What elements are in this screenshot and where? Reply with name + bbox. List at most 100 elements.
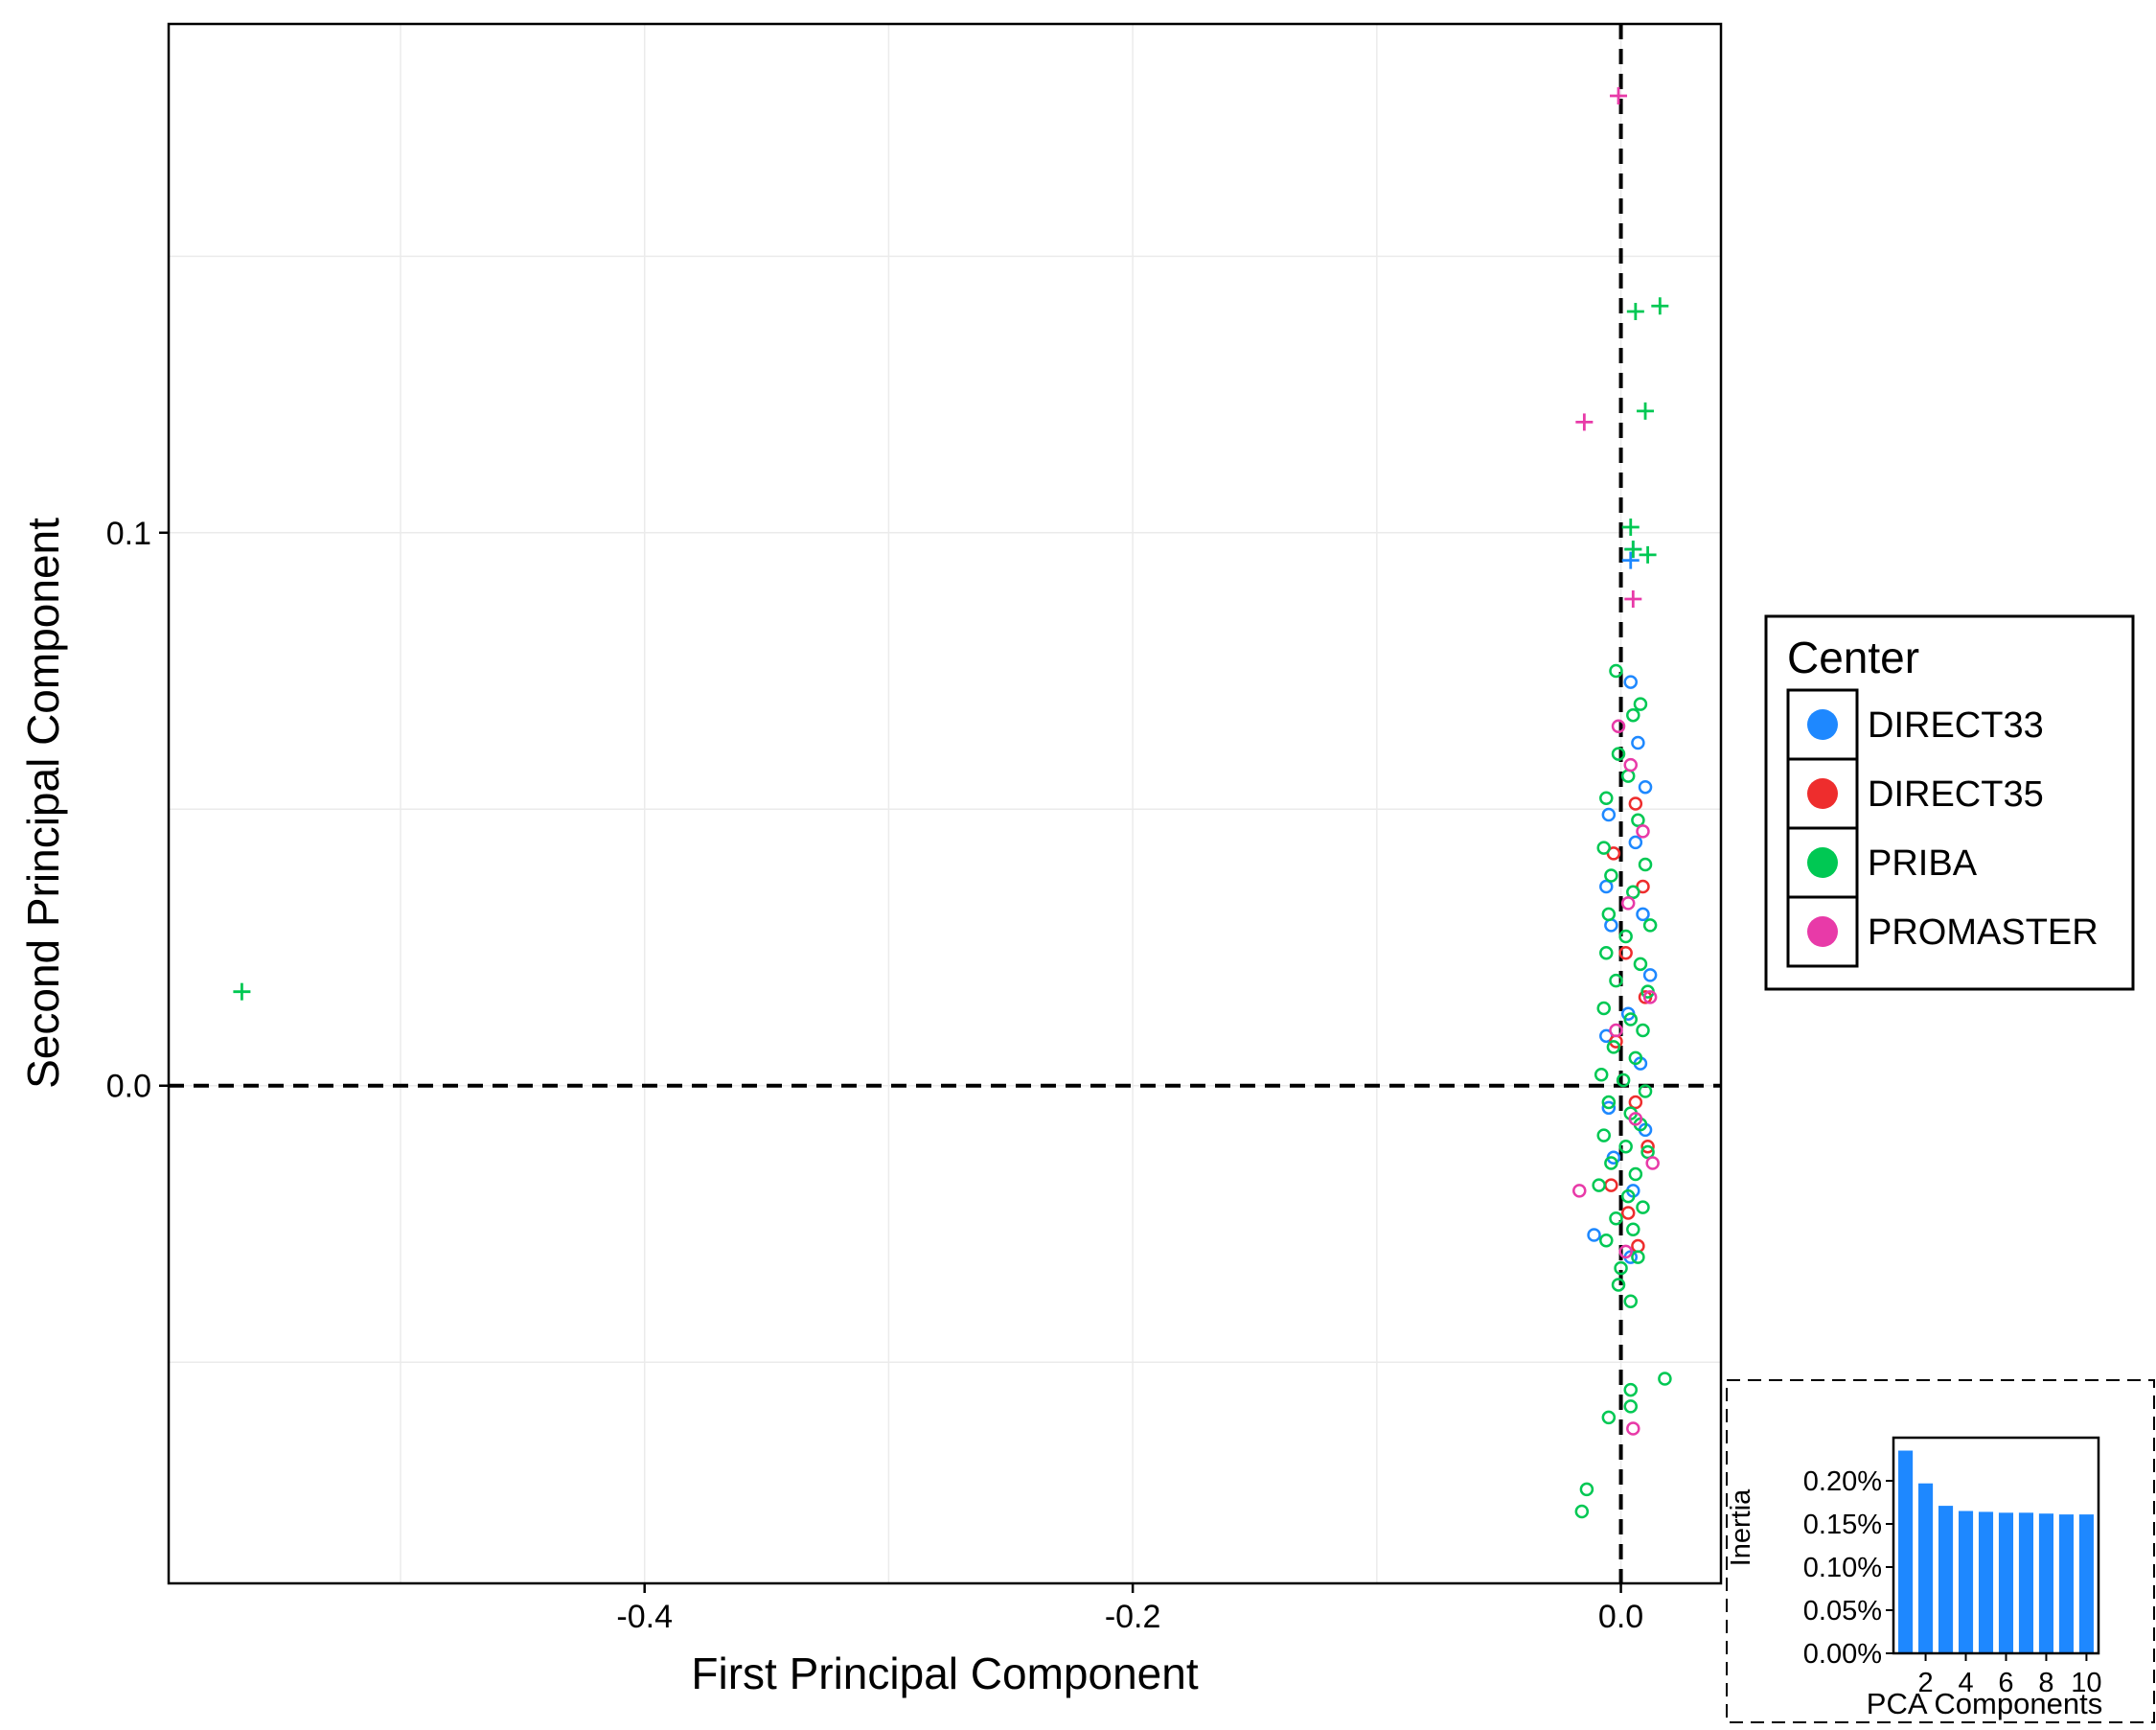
data-point-priba (1606, 1040, 1621, 1054)
data-point-priba (1626, 707, 1640, 723)
data-point-priba-plus (1639, 545, 1657, 564)
data-point-priba (1604, 868, 1618, 883)
data-point-priba (1636, 1023, 1650, 1038)
x-axis-ticks: -0.4 -0.2 0.0 (616, 1583, 1643, 1635)
data-point-direct35 (1620, 1206, 1636, 1220)
inset-y-tick-label: 0.20% (1803, 1466, 1882, 1497)
data-point-priba (1631, 813, 1645, 828)
inset-bars (1898, 1450, 2094, 1653)
data-point-priba (1616, 1073, 1631, 1088)
inset-y-axis-ticks: 0.00% 0.05% 0.10% 0.15% 0.20% (1803, 1466, 1893, 1670)
x-tick-label: 0.0 (1598, 1599, 1643, 1635)
data-point-promaster (1626, 1421, 1640, 1436)
data-point-priba (1609, 1211, 1623, 1226)
data-point-promaster-plus (1624, 590, 1642, 609)
data-point-direct33 (1642, 968, 1658, 982)
data-point-priba (1609, 973, 1623, 988)
data-point-priba (1601, 907, 1617, 922)
data-point-priba (1642, 918, 1658, 933)
legend-key-priba (1807, 847, 1838, 878)
data-point-priba-plus (1651, 297, 1669, 315)
data-point-priba (1618, 1139, 1633, 1154)
x-tick-label: -0.2 (1105, 1599, 1161, 1635)
x-axis-label: First Principal Component (691, 1649, 1198, 1698)
data-point-priba (1620, 1188, 1636, 1204)
data-point-priba (1638, 1084, 1653, 1098)
data-point-promaster (1611, 719, 1626, 733)
y-tick-label: 0.1 (106, 516, 151, 552)
inset-y-axis-label: Inertia (1726, 1488, 1756, 1566)
data-point-priba (1599, 1234, 1614, 1248)
data-point-priba-plus (233, 982, 251, 1001)
data-point-priba (1658, 1372, 1672, 1386)
data-point-direct33 (1638, 779, 1653, 795)
data-point-promaster (1618, 1244, 1633, 1259)
inset-x-tick-label: 8 (2038, 1668, 2053, 1698)
data-point-priba (1601, 1410, 1617, 1425)
data-point-priba (1636, 1200, 1650, 1214)
legend-label: PRIBA (1868, 843, 1978, 884)
data-point-priba (1623, 1382, 1639, 1397)
inset-bar (2058, 1514, 2074, 1653)
data-point-direct35 (1640, 1139, 1655, 1154)
legend-key-direct35 (1807, 778, 1838, 809)
inset-x-axis-label: PCA Components (1867, 1687, 2102, 1720)
data-point-direct33 (1623, 675, 1639, 689)
data-point-priba (1640, 1144, 1655, 1160)
data-point-promaster (1642, 990, 1658, 1004)
data-point-priba (1633, 697, 1648, 711)
inset-bar (1958, 1511, 1974, 1653)
data-point-priba (1574, 1504, 1590, 1519)
data-point-priba (1604, 1156, 1618, 1170)
data-point-priba-plus (1624, 541, 1642, 559)
inset-x-axis-ticks: 2 4 6 8 10 (1917, 1653, 2102, 1698)
data-point-priba (1614, 1260, 1628, 1276)
inset-x-tick-label: 4 (1958, 1668, 1973, 1698)
data-point-priba (1599, 946, 1614, 960)
data-point-priba (1596, 1128, 1611, 1142)
data-point-priba-plus (1637, 402, 1655, 420)
inset-x-tick-label: 10 (2071, 1668, 2101, 1698)
data-point-priba-plus (1626, 303, 1644, 321)
plot-area (169, 24, 1721, 1583)
data-point-priba (1626, 1222, 1640, 1237)
legend-label: PROMASTER (1868, 912, 2099, 953)
reference-lines (169, 24, 1721, 1583)
legend-title: Center (1787, 633, 1919, 682)
inset-bar (2078, 1514, 2094, 1653)
data-points (233, 87, 1672, 1519)
inset-y-tick-label: 0.15% (1803, 1510, 1882, 1540)
data-point-direct33 (1601, 807, 1617, 822)
data-point-promaster-plus (1575, 413, 1594, 431)
data-point-priba (1626, 885, 1640, 900)
data-point-priba (1599, 791, 1614, 805)
data-point-direct35 (1628, 796, 1643, 811)
data-point-promaster (1609, 1023, 1623, 1038)
data-point-direct35 (1628, 1095, 1643, 1110)
y-tick-label: 0.0 (106, 1069, 151, 1105)
data-point-priba (1638, 857, 1653, 872)
data-point-priba (1596, 841, 1611, 855)
legend-key-direct33 (1807, 709, 1838, 740)
data-point-priba (1609, 663, 1623, 679)
legend: Center DIRECT33 DIRECT35 PRIBA PROMASTER (1764, 614, 2135, 991)
data-point-priba (1623, 1294, 1639, 1309)
data-point-direct35 (1618, 946, 1633, 960)
y-axis-ticks: 0.0 0.1 (106, 516, 169, 1105)
inset-bar (1978, 1511, 1994, 1653)
inset-x-tick-label: 6 (1998, 1668, 2013, 1698)
inset-bar (1918, 1483, 1934, 1653)
data-point-promaster (1628, 1112, 1643, 1126)
data-point-priba-plus (1621, 519, 1640, 537)
data-point-priba (1628, 1050, 1643, 1066)
inset-bar (2038, 1513, 2054, 1653)
scatter-panel: -0.4 -0.2 0.0 0.0 0.1 First Principal Compo… (18, 22, 1723, 1698)
inset-bar (2018, 1512, 2034, 1653)
data-point-priba (1592, 1178, 1606, 1192)
inset-y-tick-label: 0.05% (1803, 1596, 1882, 1626)
inset-y-tick-label: 0.00% (1803, 1639, 1882, 1670)
inset-x-tick-label: 2 (1917, 1668, 1933, 1698)
data-point-priba (1594, 1067, 1609, 1082)
